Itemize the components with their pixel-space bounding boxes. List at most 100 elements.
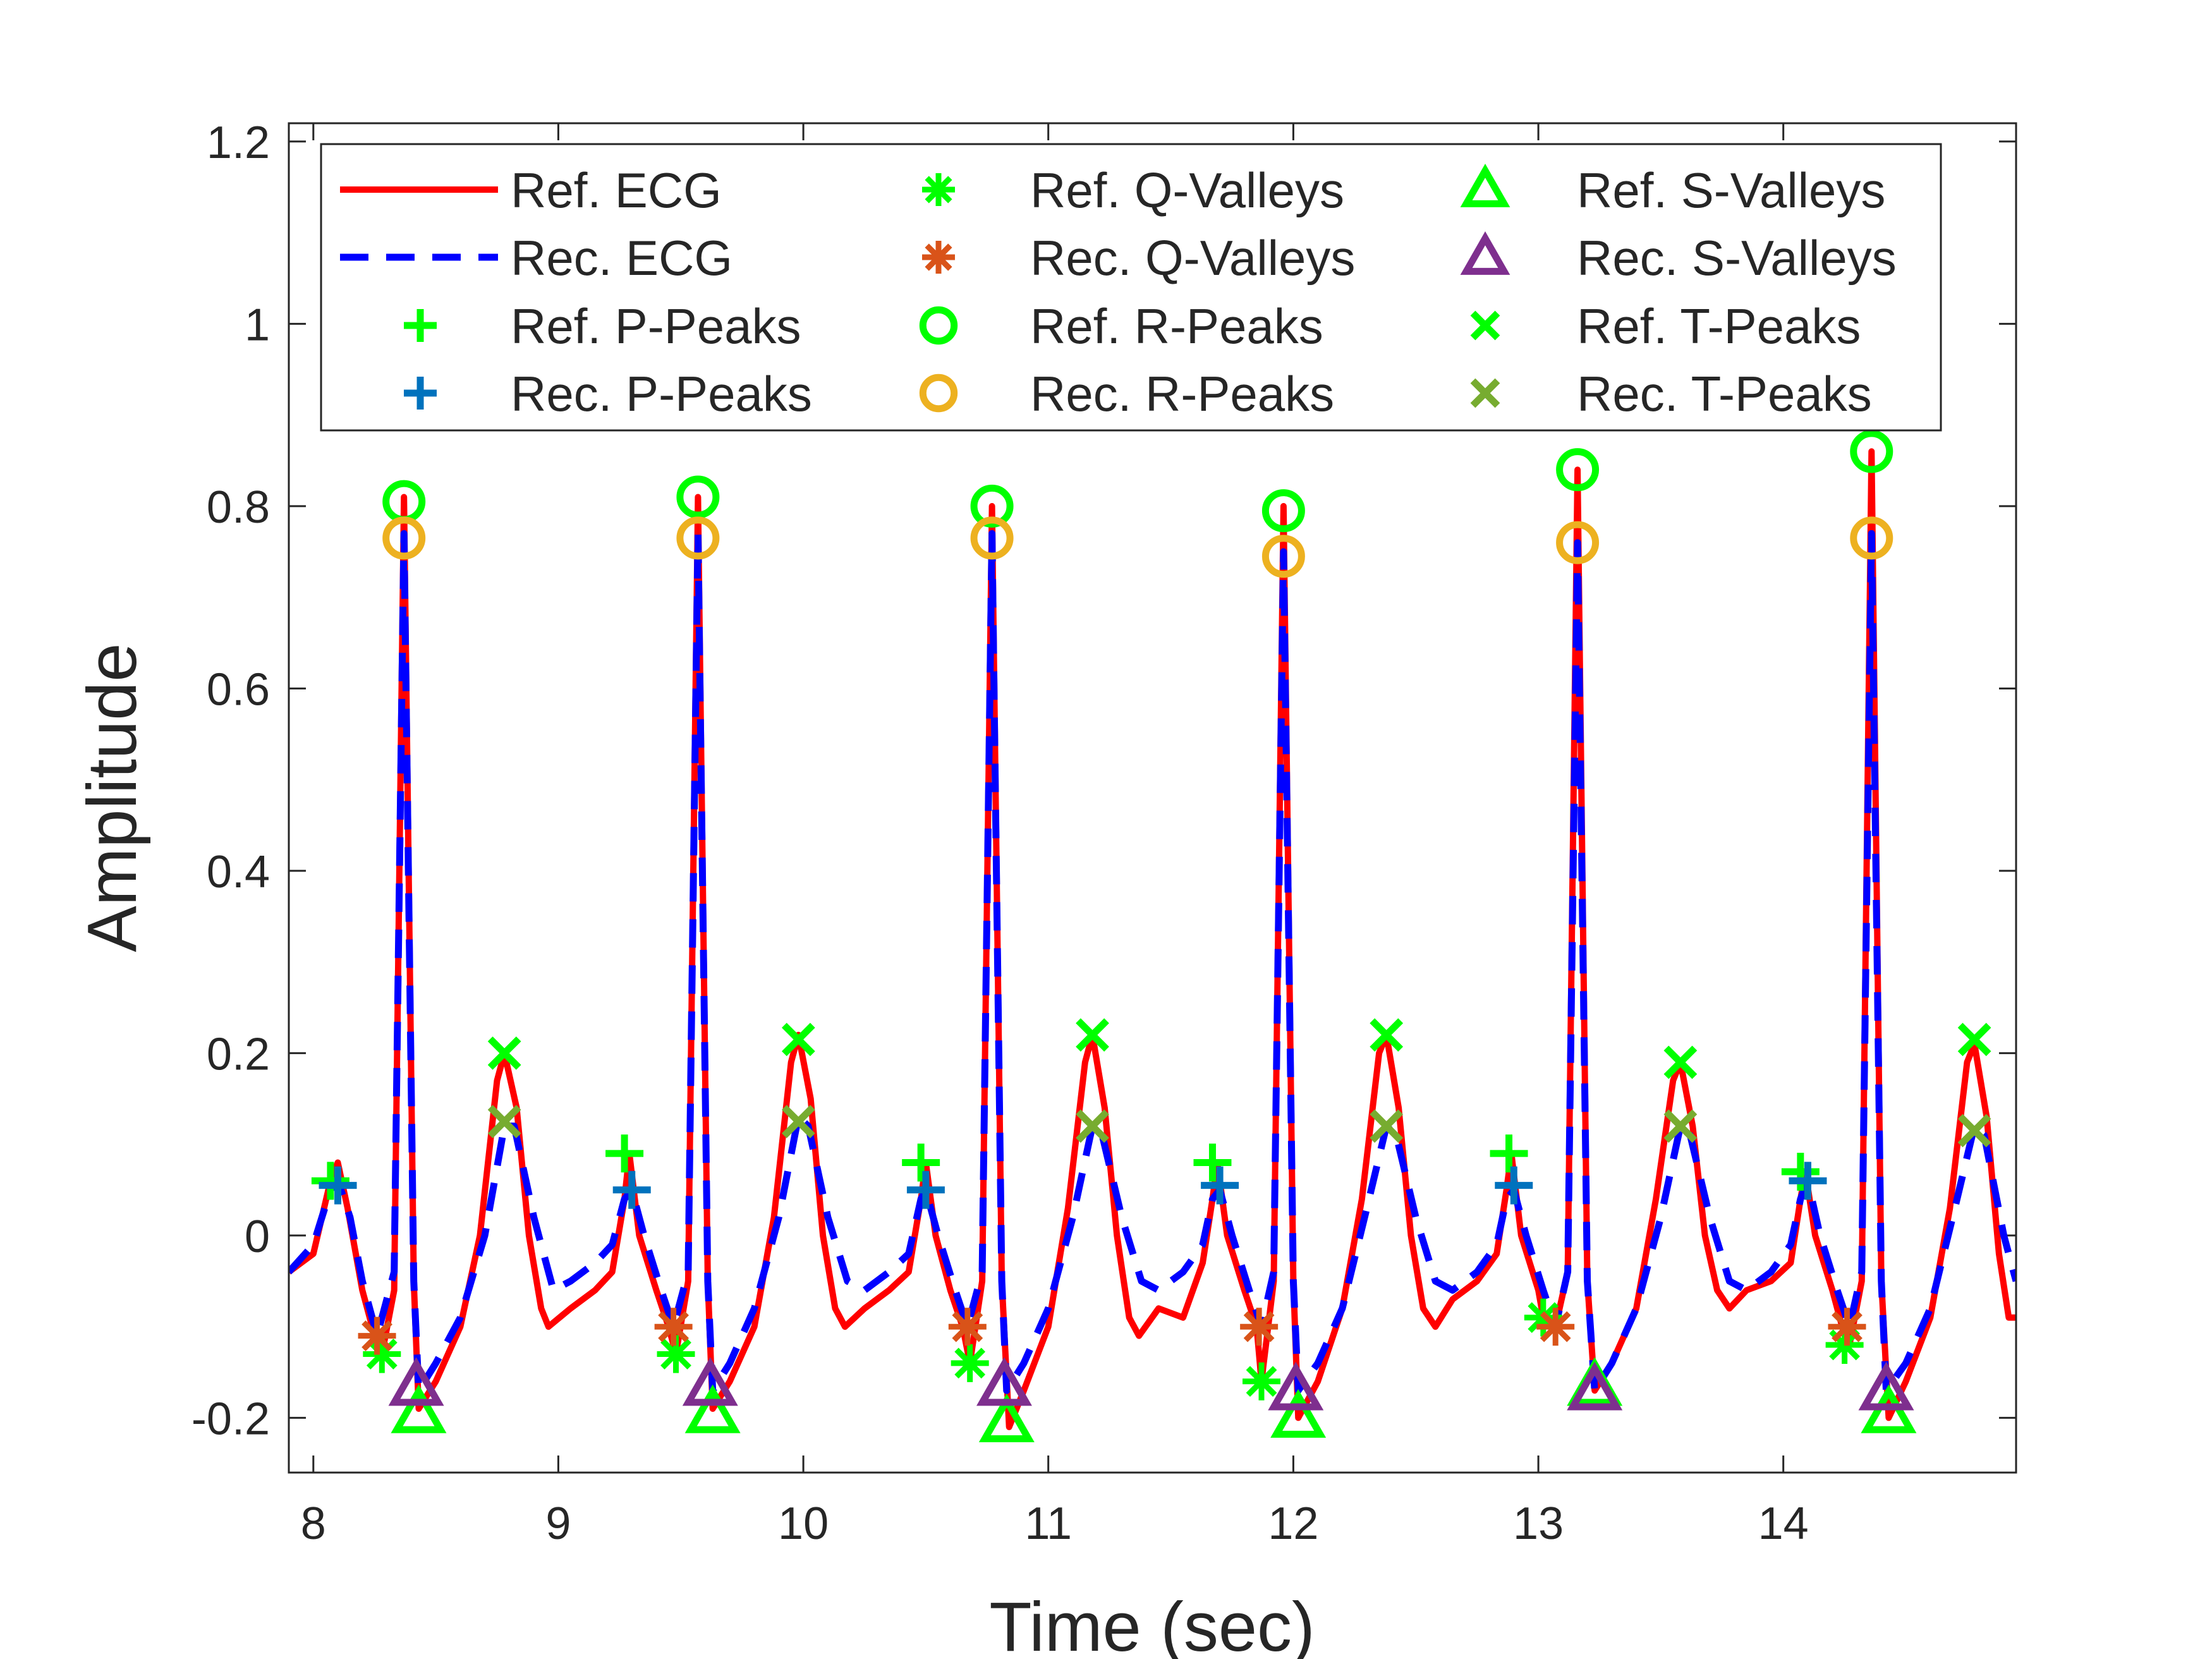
legend-item: Rec. S-Valleys (1460, 230, 1897, 286)
legend-label: Rec. T-Peaks (1577, 366, 1872, 422)
ref-p-peaks-marker (902, 1143, 940, 1182)
ref-t-peaks-marker (487, 1036, 521, 1070)
ref-ecg-line (289, 448, 2016, 1430)
rec-p-peaks-marker (1495, 1166, 1533, 1205)
legend-label: Ref. P-Peaks (511, 298, 801, 354)
y-tick-label: 1.2 (207, 118, 270, 168)
x-tick-label: 11 (1024, 1498, 1072, 1549)
legend-item: Ref. ECG (340, 162, 722, 218)
ref-p-peaks-marker (605, 1134, 644, 1173)
rec-t-peaks-marker (1957, 1114, 1991, 1148)
ref-s-valleys-marker (1270, 1389, 1327, 1438)
legend-label: Ref. ECG (511, 162, 722, 218)
y-tick-label: 0.4 (207, 847, 270, 897)
rec-r-peaks-marker (676, 516, 720, 560)
y-tick-label: -0.2 (191, 1394, 270, 1444)
ref-p-peaks-marker (1490, 1134, 1528, 1173)
legend-label: Rec. S-Valleys (1577, 230, 1897, 286)
ref-p-peaks-marker (311, 1162, 349, 1200)
ref-q-valleys-marker (951, 1344, 989, 1382)
legend-item: Rec. T-Peaks (1470, 366, 1872, 422)
legend-label: Rec. P-Peaks (511, 366, 812, 422)
rec-t-peaks-marker (781, 1105, 815, 1138)
rec-q-valleys-marker (948, 1308, 987, 1346)
rec-p-peaks-markers (319, 1162, 1827, 1209)
rec-p-peaks-marker (1201, 1166, 1239, 1205)
y-tick-label: 0.8 (207, 482, 270, 533)
ref-s-valleys-marker (391, 1384, 447, 1433)
rec-s-valleys-marker (976, 1357, 1032, 1406)
ref-t-peaks-marker (1663, 1045, 1698, 1079)
series-layer (289, 430, 2016, 1443)
legend-item: Ref. S-Valleys (1460, 162, 1885, 218)
ref-t-peaks-markers (487, 1018, 1991, 1079)
rec-r-peaks-marker (382, 516, 426, 560)
legend-swatch (922, 173, 955, 206)
rec-s-valleys-marker (1567, 1361, 1623, 1411)
legend-swatch (404, 377, 437, 410)
legend-label: Ref. S-Valleys (1577, 162, 1885, 218)
rec-t-peaks-marker (1370, 1109, 1404, 1143)
legend-item: Rec. P-Peaks (404, 366, 812, 422)
legend-label: Rec. Q-Valleys (1030, 230, 1355, 286)
rec-q-valleys-marker (1828, 1308, 1866, 1346)
legend-item: Ref. T-Peaks (1470, 298, 1861, 354)
ref-p-peaks-marker (1193, 1143, 1232, 1182)
axes-box (288, 122, 2017, 1474)
rec-s-valleys-markers (388, 1357, 1914, 1411)
y-tick-label: 0.6 (207, 664, 270, 715)
rec-s-valleys-marker (1858, 1361, 1914, 1411)
legend-item: Ref. P-Peaks (404, 298, 801, 354)
ref-t-peaks-marker (781, 1023, 815, 1057)
rec-t-peaks-marker (487, 1105, 521, 1138)
ref-r-peaks-marker (676, 475, 720, 519)
x-tick-label: 12 (1268, 1498, 1318, 1549)
ref-s-valleys-marker (684, 1384, 741, 1433)
rec-p-peaks-marker (906, 1170, 945, 1209)
x-tick-label: 13 (1513, 1498, 1564, 1549)
x-axis-label: Time (sec) (989, 1588, 1315, 1659)
rec-s-valleys-marker (1268, 1361, 1324, 1411)
rec-q-valleys-marker (654, 1308, 693, 1346)
rec-p-peaks-marker (612, 1170, 651, 1209)
rec-s-valleys-marker (388, 1357, 444, 1406)
rec-t-peaks-marker (1663, 1109, 1698, 1143)
legend-label: Ref. T-Peaks (1577, 298, 1861, 354)
ref-r-peaks-markers (382, 430, 1893, 533)
y-tick-label: 1 (245, 300, 270, 350)
legend-item: Rec. Q-Valleys (922, 230, 1355, 286)
legend-item: Rec. R-Peaks (919, 366, 1334, 422)
axis-ticks: 8 9 10 11 12 13 14 -0.2 0 0.2 0.4 0.6 0.8 1 1.2 (191, 118, 2016, 1549)
ref-t-peaks-marker (1076, 1018, 1109, 1052)
ref-q-valleys-marker (363, 1335, 401, 1373)
y-tick-label: 0.2 (207, 1029, 270, 1079)
rec-r-peaks-marker (970, 516, 1014, 560)
rec-s-valleys-marker (682, 1357, 738, 1406)
x-tick-label: 14 (1758, 1498, 1809, 1549)
y-axis-label: Amplitude (73, 643, 151, 952)
legend-swatch (404, 309, 437, 342)
y-tick-label: 0 (245, 1212, 270, 1262)
rec-r-peaks-marker (1261, 535, 1305, 578)
ref-s-valleys-marker (978, 1394, 1035, 1443)
ref-q-valleys-marker (1243, 1362, 1281, 1401)
legend-label: Rec. ECG (511, 230, 732, 286)
legend-swatch (1460, 231, 1510, 275)
ref-p-peaks-markers (311, 1134, 1820, 1200)
legend-swatch (919, 306, 958, 345)
ref-q-valleys-marker (657, 1335, 695, 1373)
legend-swatch (1460, 164, 1510, 207)
legend-item: Ref. R-Peaks (919, 298, 1323, 354)
ref-s-valleys-marker (1861, 1384, 1917, 1433)
legend-swatch (922, 241, 955, 274)
legend-swatch (1470, 310, 1500, 341)
ref-t-peaks-marker (1957, 1023, 1991, 1057)
rec-q-valleys-markers (358, 1308, 1866, 1355)
rec-ecg-line (289, 530, 2016, 1394)
legend-item: Rec. ECG (340, 230, 732, 286)
rec-p-peaks-marker (1789, 1162, 1827, 1200)
x-tick-label: 9 (545, 1498, 571, 1549)
legend-swatch (1470, 378, 1500, 408)
rec-t-peaks-markers (487, 1105, 1991, 1148)
